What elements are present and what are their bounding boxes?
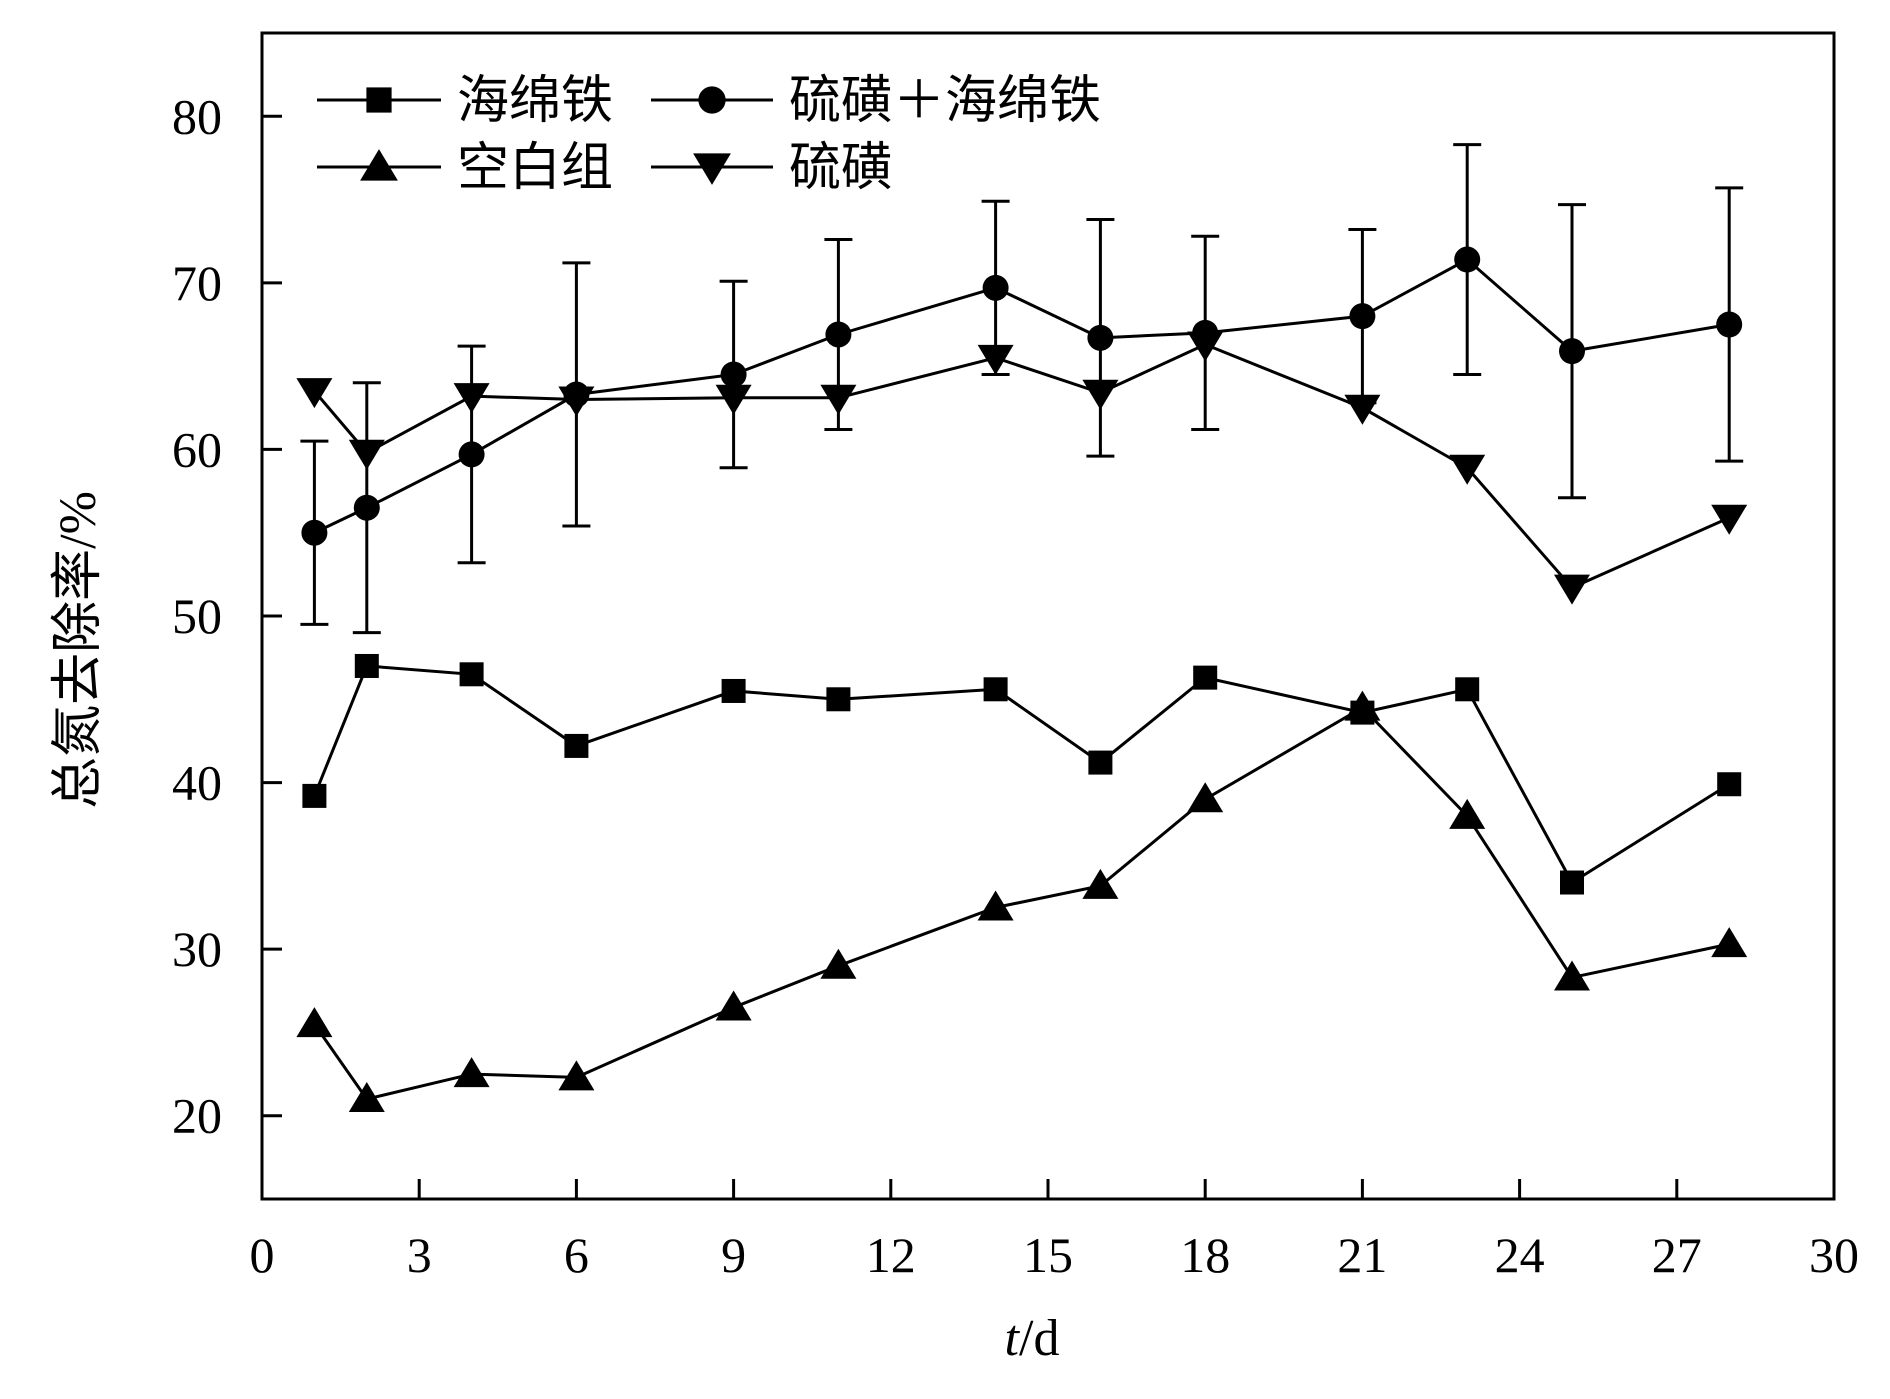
data-point <box>353 494 380 521</box>
data-point <box>1087 324 1114 351</box>
data-point <box>1554 574 1590 605</box>
x-tick-label: 30 <box>1809 1227 1859 1283</box>
data-point <box>715 384 752 415</box>
data-point <box>296 1007 333 1038</box>
data-point <box>453 1057 490 1088</box>
data-point <box>558 1060 595 1091</box>
x-tick-label: 12 <box>866 1227 916 1283</box>
data-point <box>1449 454 1486 485</box>
data-point <box>715 990 752 1021</box>
data-point <box>1082 868 1119 899</box>
x-tick-label: 15 <box>1023 1227 1073 1283</box>
data-point <box>1187 331 1224 362</box>
legend-item-3: 空白组 <box>317 140 613 197</box>
data-point <box>564 733 589 758</box>
series-3 <box>296 690 1748 1113</box>
data-point <box>1711 927 1748 958</box>
data-point <box>348 1082 385 1113</box>
data-point <box>825 321 852 348</box>
legend-label: 硫磺＋海绵铁 <box>789 73 1101 130</box>
series-4 <box>296 331 1748 605</box>
x-axis-label: t/d <box>1005 1310 1060 1367</box>
x-tick-label: 21 <box>1337 1227 1387 1283</box>
data-point <box>1187 782 1224 813</box>
data-point <box>1560 870 1584 895</box>
data-point <box>458 441 485 468</box>
data-point <box>1088 750 1113 775</box>
data-point <box>301 519 328 546</box>
y-tick-label: 70 <box>172 255 222 311</box>
x-tick-label: 0 <box>250 1227 275 1283</box>
x-tick-label: 24 <box>1495 1227 1545 1283</box>
legend-label: 空白组 <box>457 140 613 197</box>
data-point <box>1716 311 1743 338</box>
data-point <box>1711 504 1748 535</box>
data-point <box>1344 394 1381 425</box>
data-point <box>296 378 333 409</box>
legend-item-4: 硫磺 <box>651 140 893 197</box>
data-point <box>826 687 851 712</box>
data-point <box>983 677 1008 702</box>
data-point <box>302 783 327 808</box>
legend-label: 海绵铁 <box>457 73 613 130</box>
data-point <box>977 890 1014 921</box>
data-point <box>720 361 747 388</box>
data-point <box>453 383 490 414</box>
data-point <box>354 653 379 678</box>
data-point <box>1454 246 1481 273</box>
series-1 <box>302 653 1742 895</box>
data-point <box>977 344 1014 375</box>
data-point <box>1344 690 1381 721</box>
y-tick-label: 20 <box>172 1088 222 1144</box>
y-tick-label: 40 <box>172 755 222 811</box>
legend-marker <box>693 153 731 185</box>
x-tick-label: 18 <box>1180 1227 1230 1283</box>
y-tick-label: 50 <box>172 588 222 644</box>
data-point <box>1449 798 1486 829</box>
y-tick-label: 60 <box>172 421 222 477</box>
data-point <box>1455 677 1480 702</box>
data-point <box>982 274 1009 301</box>
data-point <box>558 386 595 417</box>
x-tick-label: 6 <box>564 1227 589 1283</box>
axes: 0 3 6 9 12 15 18 21 24 27 30 20 30 40 50 60 70 80 <box>172 31 1859 1283</box>
data-point <box>348 439 385 470</box>
x-tick-label: 27 <box>1652 1227 1702 1283</box>
y-tick-label: 80 <box>172 88 222 144</box>
legend-marker <box>360 149 398 181</box>
data-point <box>1559 338 1585 365</box>
data-point <box>1082 379 1119 410</box>
data-point <box>721 678 746 703</box>
legend-item-1: 海绵铁 <box>317 73 613 130</box>
plot-area <box>296 143 1748 1113</box>
legend-item-2: 硫磺＋海绵铁 <box>651 73 1101 130</box>
x-tick-label: 3 <box>407 1227 432 1283</box>
data-point <box>459 662 484 687</box>
y-tick-label: 30 <box>172 921 222 977</box>
legend-label: 硫磺 <box>789 140 893 197</box>
data-point <box>820 948 857 979</box>
x-tick-label: 9 <box>721 1227 746 1283</box>
data-point <box>1349 303 1376 330</box>
data-point <box>1554 960 1590 991</box>
legend-marker <box>366 87 392 113</box>
data-point <box>1193 665 1218 690</box>
data-point <box>1717 772 1742 797</box>
legend-marker <box>698 86 726 114</box>
y-axis-label: 总氮去除率/% <box>50 491 107 809</box>
data-point <box>820 384 857 415</box>
